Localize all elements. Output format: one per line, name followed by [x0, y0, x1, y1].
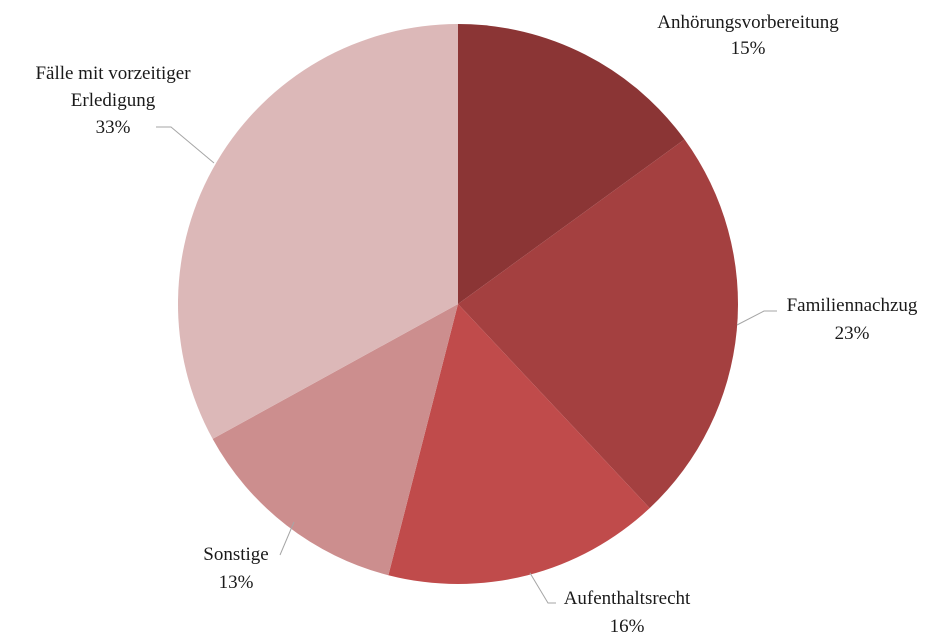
data-label-category-1-0: Familiennachzug [787, 295, 918, 316]
leader-line-3 [279, 521, 295, 556]
data-label-value-1: 23% [835, 323, 870, 344]
leader-line-4 [156, 126, 215, 164]
pie-labels: Anhörungsvorbereitung 15% Familiennachzug 2… [35, 12, 917, 635]
leader-line-1 [736, 310, 777, 326]
pie-slice-4 [177, 24, 459, 439]
leader-line-2 [529, 572, 556, 604]
pie-slice-2 [388, 304, 650, 584]
data-label-category-0-0: Anhörungsvorbereitung [657, 12, 839, 33]
data-label-category-4-0: Fälle mit vorzeitiger [35, 63, 191, 84]
data-label-category-4-1: Erledigung [71, 90, 156, 111]
pie-slice-1 [458, 139, 738, 509]
data-label-category-2-0: Aufenthaltsrecht [564, 588, 691, 609]
data-label-category-3-0: Sonstige [203, 544, 268, 565]
data-label-value-4: 33% [96, 117, 131, 138]
pie-slice-3 [212, 304, 458, 576]
pie-slice-0 [458, 24, 685, 304]
data-label-value-0: 15% [731, 38, 766, 59]
data-label-value-2: 16% [610, 616, 645, 635]
data-label-value-3: 13% [219, 572, 254, 593]
pie-slices [177, 24, 738, 584]
